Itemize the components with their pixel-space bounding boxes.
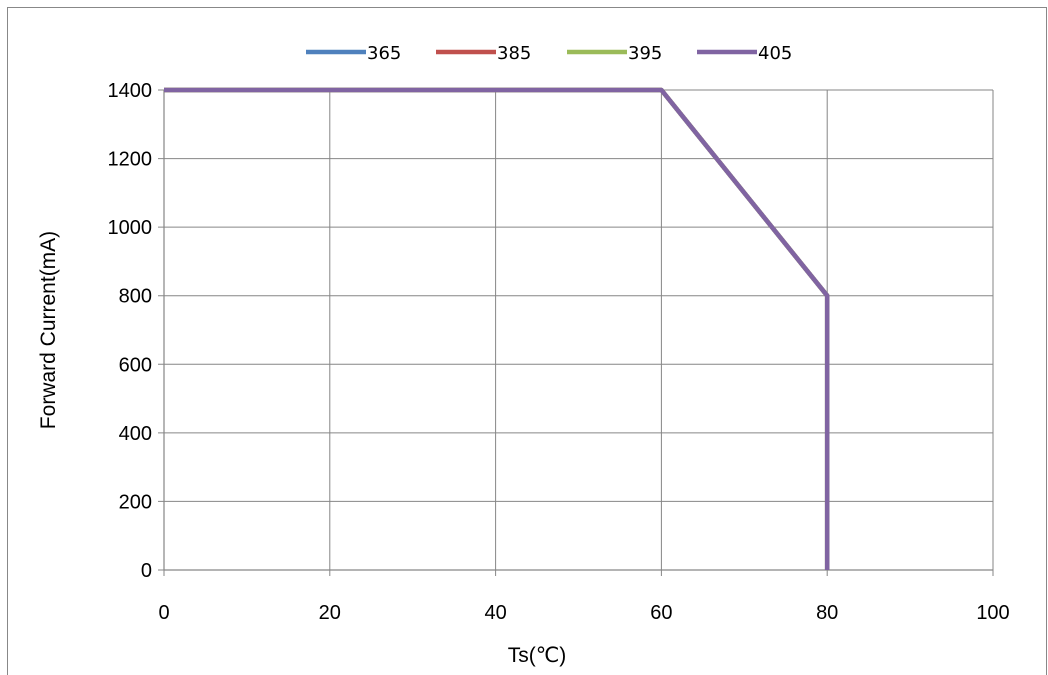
- series-line-405: [164, 87, 830, 570]
- x-tick-label: 20: [319, 602, 341, 624]
- x-tick-label: 80: [816, 602, 838, 624]
- tick-labels: 0 200 400 600 800 1000 1200 1400 0 20 40 60 80 100: [108, 80, 1010, 624]
- x-tick-label: 60: [650, 602, 672, 624]
- legend-label-365: 365: [367, 43, 401, 64]
- legend-label-395: 395: [628, 43, 662, 64]
- y-tick-label: 1200: [108, 149, 153, 171]
- legend: 365 385 395 405: [306, 43, 792, 64]
- y-tick-label: 0: [141, 560, 152, 582]
- y-tick-label: 800: [119, 286, 152, 308]
- x-tick-label: 100: [976, 602, 1009, 624]
- x-axis-title: Ts(℃): [508, 644, 567, 667]
- y-axis-title: Forward Current(mA): [37, 231, 60, 429]
- y-tick-label: 400: [119, 423, 152, 445]
- series-lines: [164, 87, 830, 570]
- y-tick-label: 600: [119, 354, 152, 376]
- legend-label-405: 405: [758, 43, 792, 64]
- y-tick-label: 1000: [108, 217, 153, 239]
- axes: [163, 90, 993, 571]
- y-tick-label: 1400: [108, 80, 153, 102]
- grid-lines: [158, 89, 994, 576]
- y-tick-label: 200: [119, 491, 152, 513]
- chart-frame: [7, 7, 1047, 675]
- legend-label-385: 385: [497, 43, 531, 64]
- x-tick-label: 40: [484, 602, 506, 624]
- x-tick-label: 0: [158, 602, 169, 624]
